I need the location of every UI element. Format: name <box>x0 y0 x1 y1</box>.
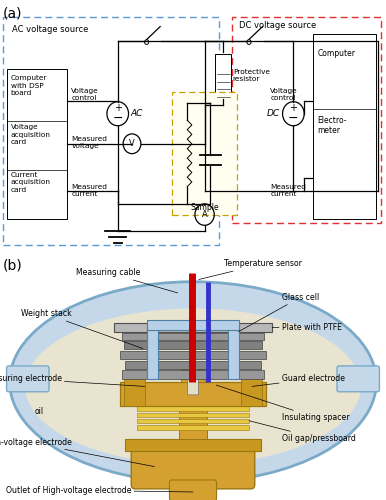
FancyBboxPatch shape <box>228 323 239 379</box>
Text: Electro-
meter: Electro- meter <box>317 116 347 136</box>
Text: Measuring electrode: Measuring electrode <box>0 374 145 386</box>
FancyBboxPatch shape <box>120 382 266 406</box>
Text: High-voltage electrode: High-voltage electrode <box>0 438 154 466</box>
Text: DC: DC <box>267 109 280 118</box>
Text: +: + <box>290 103 297 113</box>
Text: Plate with PTFE: Plate with PTFE <box>272 323 342 332</box>
FancyBboxPatch shape <box>124 371 145 406</box>
FancyBboxPatch shape <box>337 366 379 392</box>
FancyBboxPatch shape <box>137 406 249 411</box>
FancyBboxPatch shape <box>137 425 249 430</box>
Text: Temperature sensor: Temperature sensor <box>199 260 302 280</box>
Text: oil: oil <box>35 408 44 416</box>
Text: A: A <box>202 210 207 219</box>
Text: AC: AC <box>130 109 142 118</box>
FancyBboxPatch shape <box>124 341 262 349</box>
FancyBboxPatch shape <box>172 92 237 214</box>
FancyBboxPatch shape <box>313 34 376 219</box>
FancyBboxPatch shape <box>147 323 158 379</box>
Text: Measuring cable: Measuring cable <box>76 268 178 293</box>
Ellipse shape <box>10 282 376 482</box>
FancyBboxPatch shape <box>131 442 255 489</box>
Ellipse shape <box>25 308 361 464</box>
FancyBboxPatch shape <box>120 351 266 359</box>
FancyBboxPatch shape <box>125 360 261 369</box>
Text: Insulating spacer: Insulating spacer <box>216 385 349 422</box>
FancyBboxPatch shape <box>122 333 264 340</box>
FancyBboxPatch shape <box>147 320 239 330</box>
Text: Voltage
acquisition
card: Voltage acquisition card <box>11 124 51 146</box>
Text: Voltage
control: Voltage control <box>270 88 298 101</box>
Text: Protective
resistor: Protective resistor <box>233 68 270 82</box>
FancyBboxPatch shape <box>114 323 272 332</box>
FancyBboxPatch shape <box>122 370 264 379</box>
Text: Sample: Sample <box>190 204 219 212</box>
FancyBboxPatch shape <box>169 480 217 500</box>
Text: (b): (b) <box>3 258 23 272</box>
Text: Measured
current: Measured current <box>270 184 306 196</box>
Text: −: − <box>112 112 123 126</box>
Text: Outlet of High-voltage electrode: Outlet of High-voltage electrode <box>6 486 193 494</box>
FancyBboxPatch shape <box>7 366 49 392</box>
Text: DC voltage source: DC voltage source <box>239 21 317 30</box>
Text: Computer
with DSP
board: Computer with DSP board <box>11 75 47 96</box>
Text: V: V <box>129 140 135 148</box>
FancyBboxPatch shape <box>179 405 207 438</box>
FancyBboxPatch shape <box>137 412 249 417</box>
Text: Guard electrode: Guard electrode <box>252 374 345 386</box>
FancyBboxPatch shape <box>241 371 262 406</box>
Text: Measured
current: Measured current <box>71 184 107 196</box>
Text: +: + <box>114 103 122 113</box>
FancyBboxPatch shape <box>137 419 249 424</box>
FancyBboxPatch shape <box>7 68 67 219</box>
Text: Measured
voltage: Measured voltage <box>71 136 107 149</box>
Text: (a): (a) <box>3 6 23 20</box>
FancyBboxPatch shape <box>125 438 261 451</box>
Text: Glass cell: Glass cell <box>239 293 319 332</box>
FancyBboxPatch shape <box>181 369 205 382</box>
Text: Weight stack: Weight stack <box>21 310 143 348</box>
FancyBboxPatch shape <box>188 368 198 395</box>
FancyBboxPatch shape <box>215 54 231 98</box>
Text: −: − <box>288 112 299 126</box>
Text: Voltage
control: Voltage control <box>71 88 99 101</box>
Text: Oil gap/pressboard: Oil gap/pressboard <box>249 420 356 443</box>
Text: Current
acquisition
card: Current acquisition card <box>11 172 51 192</box>
Text: AC voltage source: AC voltage source <box>12 25 88 34</box>
Text: Computer: Computer <box>317 50 355 58</box>
